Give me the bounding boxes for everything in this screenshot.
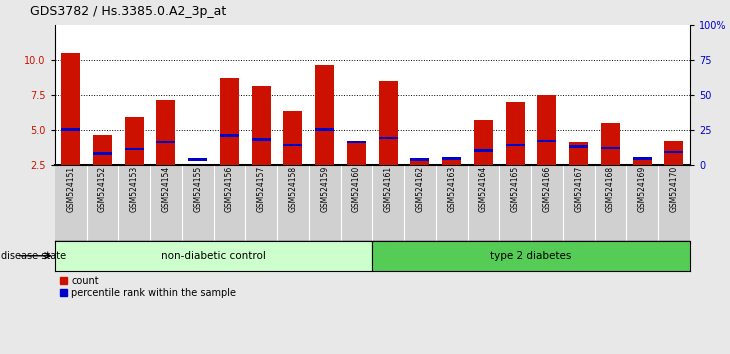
Bar: [664, 141, 683, 200]
Bar: [283, 144, 302, 146]
Bar: [664, 151, 683, 153]
Text: GSM524155: GSM524155: [193, 166, 202, 212]
Bar: [55, 165, 86, 241]
Bar: [626, 165, 658, 241]
Bar: [537, 139, 556, 142]
Bar: [277, 165, 309, 241]
Text: GSM524153: GSM524153: [130, 166, 139, 212]
Bar: [531, 165, 563, 241]
Bar: [379, 81, 398, 200]
Bar: [594, 165, 626, 241]
Bar: [93, 152, 112, 155]
Bar: [347, 141, 366, 143]
Text: type 2 diabetes: type 2 diabetes: [491, 251, 572, 261]
Text: GSM524170: GSM524170: [669, 166, 678, 212]
Text: GSM524167: GSM524167: [575, 166, 583, 212]
Bar: [213, 165, 245, 241]
Bar: [506, 144, 525, 146]
Bar: [372, 241, 690, 271]
Bar: [474, 120, 493, 200]
Bar: [252, 138, 271, 141]
Bar: [55, 241, 372, 271]
Bar: [61, 53, 80, 200]
Bar: [499, 165, 531, 241]
Text: GSM524166: GSM524166: [542, 166, 551, 212]
Bar: [188, 159, 207, 161]
Bar: [658, 165, 690, 241]
Text: GSM524165: GSM524165: [511, 166, 520, 212]
Bar: [379, 137, 398, 139]
Bar: [410, 158, 429, 161]
Bar: [442, 157, 461, 160]
Text: GSM524158: GSM524158: [288, 166, 297, 212]
Bar: [537, 95, 556, 200]
Bar: [601, 147, 620, 149]
Bar: [86, 165, 118, 241]
Bar: [309, 165, 340, 241]
Bar: [474, 149, 493, 152]
Bar: [220, 134, 239, 137]
Text: GSM524164: GSM524164: [479, 166, 488, 212]
Bar: [436, 165, 467, 241]
Bar: [569, 145, 588, 148]
Bar: [601, 123, 620, 200]
Legend: count, percentile rank within the sample: count, percentile rank within the sample: [60, 276, 237, 298]
Text: GSM524154: GSM524154: [161, 166, 170, 212]
Bar: [125, 117, 144, 200]
Bar: [633, 157, 652, 160]
Bar: [404, 165, 436, 241]
Bar: [252, 86, 271, 200]
Text: disease state: disease state: [1, 251, 66, 261]
Bar: [61, 129, 80, 131]
Bar: [93, 135, 112, 200]
Text: GSM524156: GSM524156: [225, 166, 234, 212]
Bar: [150, 165, 182, 241]
Bar: [220, 78, 239, 200]
Bar: [410, 160, 429, 200]
Bar: [506, 102, 525, 200]
Bar: [347, 142, 366, 200]
Bar: [315, 65, 334, 200]
Bar: [633, 159, 652, 200]
Bar: [569, 142, 588, 200]
Bar: [156, 141, 175, 143]
Bar: [372, 165, 404, 241]
Text: GSM524163: GSM524163: [447, 166, 456, 212]
Bar: [125, 148, 144, 150]
Text: GSM524168: GSM524168: [606, 166, 615, 212]
Text: GSM524169: GSM524169: [638, 166, 647, 212]
Text: GSM524160: GSM524160: [352, 166, 361, 212]
Bar: [315, 129, 334, 131]
Text: GSM524157: GSM524157: [257, 166, 266, 212]
Bar: [283, 112, 302, 200]
Bar: [563, 165, 594, 241]
Text: non-diabetic control: non-diabetic control: [161, 251, 266, 261]
Text: GSM524152: GSM524152: [98, 166, 107, 212]
Bar: [467, 165, 499, 241]
Text: GSM524161: GSM524161: [384, 166, 393, 212]
Text: GSM524159: GSM524159: [320, 166, 329, 212]
Bar: [118, 165, 150, 241]
Text: GSM524162: GSM524162: [415, 166, 424, 212]
Bar: [442, 159, 461, 200]
Bar: [188, 165, 207, 200]
Text: GSM524151: GSM524151: [66, 166, 75, 212]
Bar: [182, 165, 213, 241]
Bar: [340, 165, 372, 241]
Bar: [156, 100, 175, 200]
Bar: [245, 165, 277, 241]
Text: GDS3782 / Hs.3385.0.A2_3p_at: GDS3782 / Hs.3385.0.A2_3p_at: [30, 5, 226, 18]
